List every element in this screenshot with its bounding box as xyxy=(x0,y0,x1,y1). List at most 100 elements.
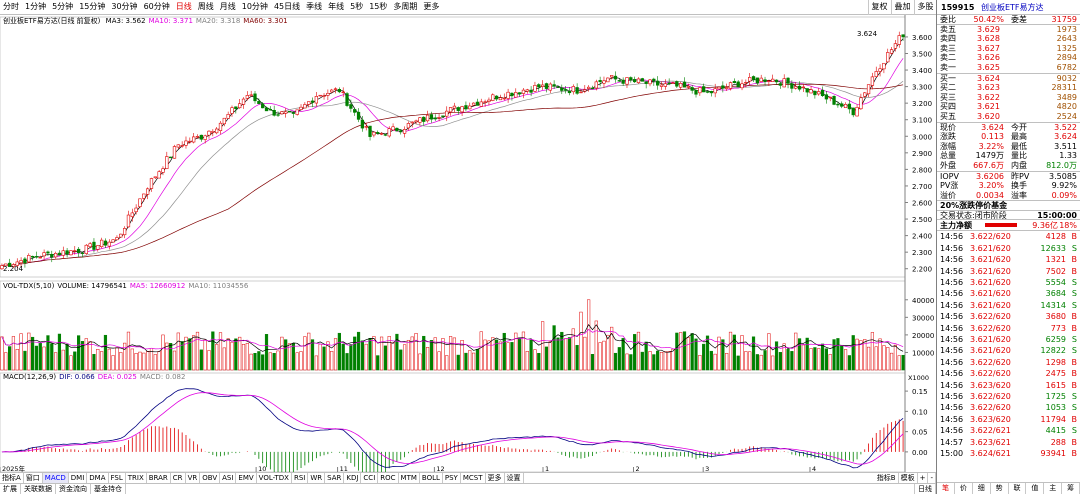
bottom-tab-1[interactable]: 关联数据 xyxy=(21,484,56,494)
period-2[interactable]: 5分钟 xyxy=(52,2,74,11)
period-8[interactable]: 月线 xyxy=(219,2,236,11)
indicator-tab-right-2[interactable]: + xyxy=(918,473,929,483)
volume-bar xyxy=(859,340,863,371)
indicator-tab-2[interactable]: MACD xyxy=(42,473,69,483)
bid-level[interactable]: 买四 3.621 4820 xyxy=(937,102,1080,112)
period-9[interactable]: 10分钟 xyxy=(241,2,268,11)
tool-0[interactable]: 复权 xyxy=(867,0,891,15)
panel-tab-6[interactable]: 主 xyxy=(1044,483,1063,494)
panel-tab-2[interactable]: 细 xyxy=(973,483,991,494)
indicator-tab-9[interactable]: VR xyxy=(186,473,201,483)
period-3[interactable]: 15分钟 xyxy=(79,2,106,11)
period-6[interactable]: 日线 xyxy=(175,2,192,11)
indicator-tab-right-3[interactable]: - xyxy=(928,473,936,483)
period-4[interactable]: 30分钟 xyxy=(111,2,138,11)
panel-tab-3[interactable]: 势 xyxy=(991,483,1009,494)
tick-list[interactable]: 14:56 3.622/620 4128 B 14:56 3.621/620 12633 S 1… xyxy=(937,231,1080,459)
tick-row[interactable]: 14:56 3.621/620 1321 B xyxy=(937,254,1080,265)
indicator-tab-1[interactable]: 窗口 xyxy=(24,473,43,483)
ask-level[interactable]: 卖三 3.627 1325 xyxy=(937,44,1080,54)
indicator-tab-14[interactable]: RSI xyxy=(292,473,309,483)
tick-row[interactable]: 14:56 3.622/620 773 B xyxy=(937,323,1080,334)
panel-tab-4[interactable]: 联 xyxy=(1009,483,1027,494)
panel-tab-1[interactable]: 价 xyxy=(955,483,973,494)
indicator-tab-5[interactable]: FSL xyxy=(109,473,126,483)
period-14[interactable]: 15秒 xyxy=(369,2,388,11)
tick-row[interactable]: 14:56 3.621/620 5554 S xyxy=(937,277,1080,288)
tick-row[interactable]: 14:56 3.623/620 1615 B xyxy=(937,380,1080,391)
tick-row[interactable]: 14:56 3.622/620 1725 S xyxy=(937,391,1080,402)
indicator-tab-3[interactable]: DMI xyxy=(69,473,88,483)
ask-level[interactable]: 卖二 3.626 2894 xyxy=(937,53,1080,63)
indicator-tab-16[interactable]: SAR xyxy=(325,473,345,483)
indicator-tab-23[interactable]: MCST xyxy=(461,473,486,483)
period-11[interactable]: 季线 xyxy=(306,2,323,11)
tick-row[interactable]: 14:56 3.621/620 7502 B xyxy=(937,266,1080,277)
ask-level[interactable]: 卖一 3.625 6782 xyxy=(937,63,1080,73)
indicator-tab-7[interactable]: BRAR xyxy=(147,473,171,483)
bottom-tab-3[interactable]: 基金持仓 xyxy=(91,484,126,494)
indicator-tab-11[interactable]: ASI xyxy=(220,473,237,483)
tick-row[interactable]: 14:56 3.622/620 2475 B xyxy=(937,368,1080,379)
candle-body xyxy=(230,107,234,114)
indicator-tab-8[interactable]: CR xyxy=(171,473,186,483)
bottom-tab-2[interactable]: 资金流向 xyxy=(56,484,91,494)
day-tab[interactable]: 日线 xyxy=(914,484,936,494)
panel-tab-5[interactable]: 值 xyxy=(1026,483,1045,494)
tick-row[interactable]: 14:56 3.623/620 11794 B xyxy=(937,414,1080,425)
period-5[interactable]: 60分钟 xyxy=(143,2,170,11)
indicator-tab-19[interactable]: ROC xyxy=(378,473,399,483)
tick-row[interactable]: 14:56 3.622/620 1053 S xyxy=(937,402,1080,413)
indicator-tab-17[interactable]: KDJ xyxy=(344,473,362,483)
period-16[interactable]: 更多 xyxy=(423,2,440,11)
indicator-tab-13[interactable]: VOL-TDX xyxy=(257,473,292,483)
bid-level[interactable]: 买五 3.620 2524 xyxy=(937,112,1080,122)
bottom-tab-0[interactable]: 扩展 xyxy=(0,484,21,494)
panel-tab-7[interactable]: 筹 xyxy=(1062,483,1080,494)
period-1[interactable]: 1分钟 xyxy=(25,2,47,11)
indicator-tab-15[interactable]: WR xyxy=(308,473,326,483)
tick-row[interactable]: 14:56 3.622/620 3680 B xyxy=(937,311,1080,322)
indicator-tab-0[interactable]: 指标A xyxy=(0,473,24,483)
tick-row[interactable]: 14:56 3.621/620 12822 S xyxy=(937,345,1080,356)
indicator-tab-21[interactable]: BOLL xyxy=(420,473,443,483)
tick-row[interactable]: 14:56 3.622/620 4128 B xyxy=(937,231,1080,242)
period-13[interactable]: 5秒 xyxy=(350,2,364,11)
bid-level[interactable]: 买二 3.623 28311 xyxy=(937,83,1080,93)
volume-bar xyxy=(107,348,111,371)
indicator-tab-12[interactable]: EMV xyxy=(236,473,257,483)
indicator-tab-10[interactable]: OBV xyxy=(200,473,221,483)
tick-row[interactable]: 14:56 3.621/620 3684 S xyxy=(937,288,1080,299)
tick-row[interactable]: 14:56 3.622/621 4415 S xyxy=(937,425,1080,436)
tick-row[interactable]: 14:56 3.621/620 6259 S xyxy=(937,334,1080,345)
bid-level[interactable]: 买三 3.622 3489 xyxy=(937,93,1080,103)
indicator-tab-25[interactable]: 设置 xyxy=(505,473,524,483)
tool-1[interactable]: 叠加 xyxy=(890,0,914,15)
indicator-tab-18[interactable]: CCI xyxy=(361,473,379,483)
ask-level[interactable]: 卖四 3.628 2643 xyxy=(937,34,1080,44)
period-12[interactable]: 年线 xyxy=(328,2,345,11)
indicator-tab-right-1[interactable]: 模板 xyxy=(899,473,918,483)
bid-level[interactable]: 买一 3.624 9032 xyxy=(937,74,1080,84)
period-7[interactable]: 周线 xyxy=(197,2,214,11)
period-0[interactable]: 分时 xyxy=(3,2,19,11)
tick-row[interactable]: 14:56 3.621/620 12633 S xyxy=(937,243,1080,254)
tick-row[interactable]: 14:56 3.621/620 14314 S xyxy=(937,300,1080,311)
tick-row[interactable]: 15:00 3.624/621 93941 B xyxy=(937,448,1080,459)
indicator-tab-6[interactable]: TRIX xyxy=(126,473,147,483)
kline-chart[interactable]: 3.600 3.500 3.400 3.300 3.200 3.100 3.000 2.900… xyxy=(0,15,936,482)
period-10[interactable]: 45日线 xyxy=(273,2,301,11)
indicator-tab-24[interactable]: 更多 xyxy=(486,473,505,483)
indicator-tab-right-0[interactable]: 指标B xyxy=(875,473,899,483)
indicator-tab-20[interactable]: MTM xyxy=(399,473,420,483)
tick-row[interactable]: 14:57 3.623/621 288 B xyxy=(937,437,1080,448)
chart-canvas[interactable]: 3.600 3.500 3.400 3.300 3.200 3.100 3.000 2.900… xyxy=(0,15,936,472)
panel-tab-0[interactable]: 笔 xyxy=(937,483,955,494)
tool-2[interactable]: 多股 xyxy=(913,0,937,15)
period-15[interactable]: 多周期 xyxy=(393,2,418,11)
indicator-tab-4[interactable]: DMA xyxy=(87,473,109,483)
tick-row[interactable]: 14:56 3.622/620 1298 B xyxy=(937,357,1080,368)
ask-level[interactable]: 卖五 3.629 1973 xyxy=(937,25,1080,35)
indicator-tab-22[interactable]: PSY xyxy=(443,473,461,483)
candle-body xyxy=(771,78,775,82)
